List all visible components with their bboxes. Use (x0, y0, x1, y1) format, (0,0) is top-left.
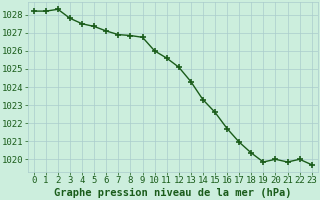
X-axis label: Graphe pression niveau de la mer (hPa): Graphe pression niveau de la mer (hPa) (54, 188, 292, 198)
